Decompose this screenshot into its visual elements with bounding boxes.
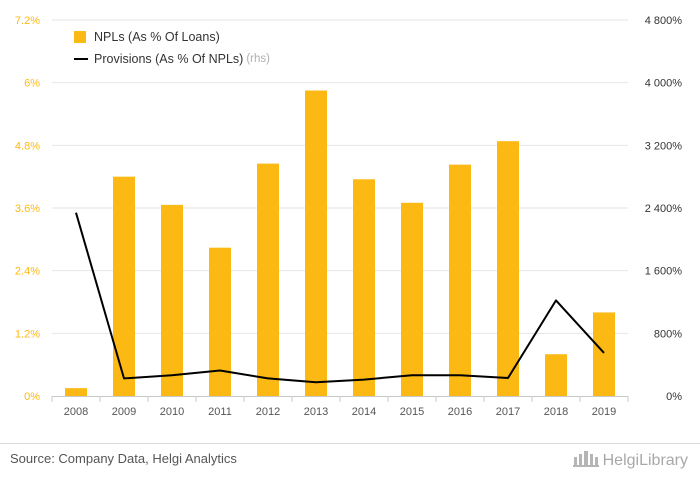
x-axis-tick-label: 2010 bbox=[160, 406, 184, 418]
bar bbox=[401, 202, 423, 396]
x-axis-tick-label: 2013 bbox=[304, 406, 328, 418]
right-axis-tick-label: 1 600% bbox=[645, 266, 683, 278]
bar bbox=[161, 204, 183, 396]
legend-label-provisions: Provisions (As % Of NPLs) bbox=[94, 52, 244, 66]
x-axis-tick-label: 2018 bbox=[544, 406, 568, 418]
bar bbox=[257, 163, 279, 396]
brand-name: HelgiLibrary bbox=[602, 451, 688, 469]
bar bbox=[65, 388, 87, 396]
bar bbox=[449, 164, 471, 396]
x-axis-tick-label: 2008 bbox=[64, 406, 88, 418]
bar bbox=[353, 179, 375, 396]
legend-swatch-bar bbox=[74, 31, 86, 43]
provisions-line bbox=[75, 212, 605, 384]
bar bbox=[545, 354, 567, 396]
legend-item-provisions: Provisions (As % Of NPLs) (rhs) bbox=[74, 48, 270, 70]
right-axis-tick-label: 0% bbox=[666, 391, 682, 403]
legend-label-rhs: (rhs) bbox=[246, 53, 270, 65]
bar bbox=[113, 176, 135, 396]
x-axis-tick-label: 2016 bbox=[448, 406, 472, 418]
right-axis-tick-label: 4 000% bbox=[645, 78, 683, 90]
legend-item-npls: NPLs (As % Of Loans) bbox=[74, 26, 270, 48]
right-axis-tick-label: 2 400% bbox=[645, 203, 683, 215]
x-axis-tick-label: 2012 bbox=[256, 406, 280, 418]
bar bbox=[305, 90, 327, 396]
source-note: Source: Company Data, Helgi Analytics bbox=[10, 451, 237, 466]
x-axis-tick-label: 2011 bbox=[208, 406, 232, 418]
right-axis-tick-label: 4 800% bbox=[645, 15, 683, 27]
left-axis-tick-label: 2.4% bbox=[15, 266, 40, 278]
legend-label-npls: NPLs (As % Of Loans) bbox=[94, 30, 220, 44]
right-axis-tick-label: 800% bbox=[654, 328, 682, 340]
right-axis-tick-label: 3 200% bbox=[645, 140, 683, 152]
x-axis-tick-label: 2015 bbox=[400, 406, 424, 418]
left-axis-tick-label: 0% bbox=[24, 391, 40, 403]
x-axis-tick-label: 2014 bbox=[352, 406, 376, 418]
brand-logo[interactable]: HelgiLibrary bbox=[572, 449, 688, 472]
left-axis-tick-label: 7.2% bbox=[15, 15, 40, 27]
x-axis-tick-label: 2019 bbox=[592, 406, 616, 418]
library-building-icon bbox=[572, 449, 599, 472]
left-axis-tick-label: 4.8% bbox=[15, 140, 40, 152]
left-axis-tick-label: 1.2% bbox=[15, 328, 40, 340]
footer-divider bbox=[0, 443, 700, 444]
x-axis-tick-label: 2017 bbox=[496, 406, 520, 418]
left-axis-tick-label: 3.6% bbox=[15, 203, 40, 215]
legend: NPLs (As % Of Loans) Provisions (As % Of… bbox=[74, 26, 270, 70]
bar bbox=[209, 247, 231, 396]
bar bbox=[497, 141, 519, 396]
chart-svg: 0% 1.2% 2.4% 3.6% 4.8% 6% 7.2% 0% 800% 1 600% 2 40… bbox=[15, 15, 683, 418]
bar bbox=[593, 312, 615, 396]
x-axis-tick-label: 2009 bbox=[112, 406, 136, 418]
chart-area: 0% 1.2% 2.4% 3.6% 4.8% 6% 7.2% 0% 800% 1 600% 2 40… bbox=[15, 15, 683, 418]
legend-swatch-line bbox=[74, 58, 88, 60]
left-axis-tick-label: 6% bbox=[24, 78, 40, 90]
